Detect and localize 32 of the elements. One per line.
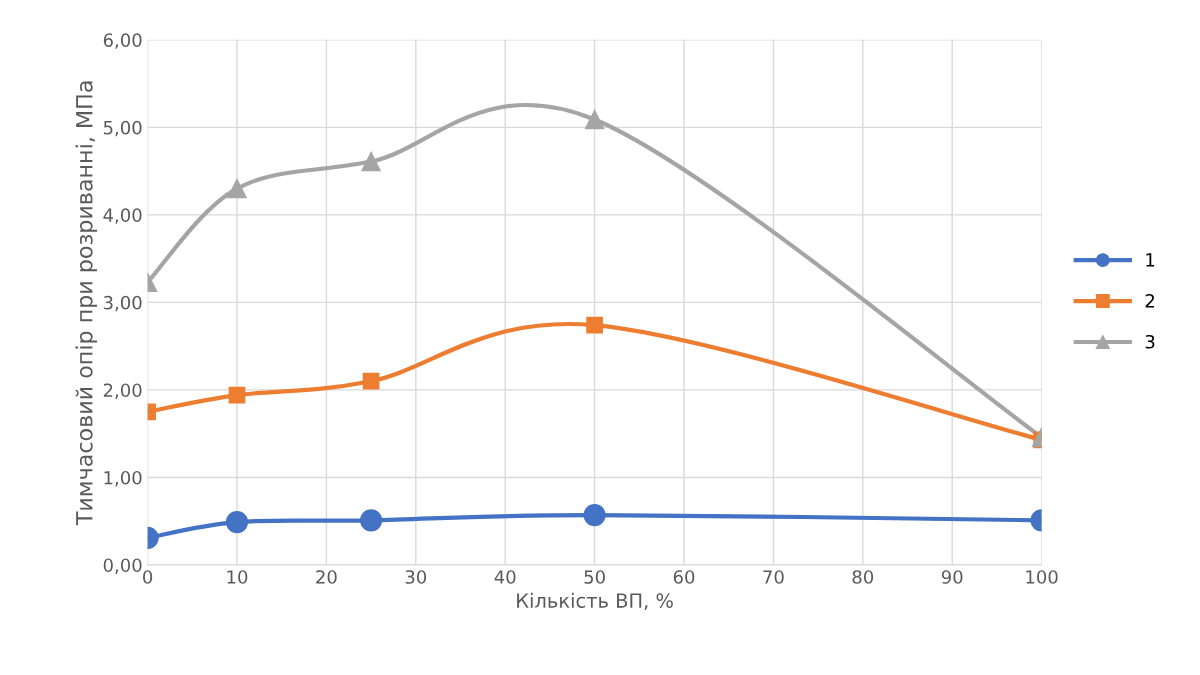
x-tick-label: 10 [227, 570, 248, 584]
x-tick-label: 40 [494, 570, 516, 584]
x-tick-label: 70 [763, 570, 784, 584]
legend-label: 3 [1145, 334, 1155, 349]
legend-label: 2 [1145, 293, 1155, 308]
point [584, 109, 605, 130]
x-tick-label: 0 [143, 570, 153, 584]
y-tick-label: 0,00 [103, 558, 142, 574]
point [227, 178, 247, 199]
point [583, 503, 606, 527]
y-tick-label: 2,00 [103, 383, 142, 399]
y-tick-label: 4,00 [103, 208, 142, 224]
x-tick-label: 20 [316, 570, 337, 584]
y-tick-label: 6,00 [103, 33, 142, 49]
x-tick-label: 90 [941, 570, 963, 584]
y-tick-label: 1,00 [104, 470, 142, 487]
x-tick-label: 60 [673, 570, 695, 584]
x-tick-label: 100 [1026, 570, 1058, 584]
x-tick-label: 30 [405, 570, 427, 584]
x-tick-label: 80 [852, 570, 874, 584]
point [225, 510, 249, 534]
point [359, 509, 383, 532]
y-axis-title: Тимчасовий опір при розриванні, МПа [75, 81, 97, 526]
point [586, 316, 603, 334]
x-axis-title: Кількість ВП, % [517, 592, 673, 610]
legend-label: 1 [1146, 253, 1155, 267]
point [361, 151, 381, 172]
point [362, 372, 380, 390]
point [228, 386, 246, 404]
x-tick-label: 50 [584, 570, 605, 584]
y-tick-label: 5,00 [103, 120, 142, 137]
y-tick-label: 3,00 [103, 295, 142, 312]
